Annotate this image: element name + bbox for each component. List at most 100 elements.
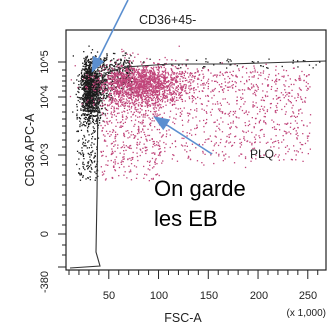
pink-data-point	[114, 98, 116, 100]
pink-data-point	[148, 77, 150, 79]
black-data-point	[96, 106, 98, 108]
pink-data-point	[114, 95, 116, 97]
black-data-point	[105, 97, 107, 100]
black-data-point	[97, 124, 100, 126]
pink-data-point	[204, 141, 206, 143]
pink-data-point	[298, 109, 300, 111]
black-data-point	[92, 121, 94, 124]
pink-data-point	[253, 105, 256, 107]
pink-data-point	[114, 159, 116, 161]
pink-data-point	[207, 83, 210, 85]
pink-data-point	[174, 78, 176, 80]
black-data-point	[111, 59, 113, 61]
black-data-point	[93, 156, 96, 158]
pink-data-point	[128, 105, 130, 107]
black-data-point	[84, 125, 86, 127]
pink-data-point	[139, 85, 142, 87]
black-data-point	[106, 80, 108, 82]
black-data-point	[103, 96, 105, 99]
pink-data-point	[177, 76, 179, 78]
pink-data-point	[103, 170, 106, 172]
pink-data-point	[119, 85, 121, 87]
black-data-point	[98, 110, 100, 112]
pink-data-point	[154, 77, 156, 79]
pink-data-point	[218, 155, 220, 157]
black-data-point	[90, 167, 92, 169]
pink-data-point	[135, 78, 138, 80]
pink-data-point	[142, 81, 145, 83]
black-data-point	[88, 140, 90, 142]
pink-data-point	[275, 105, 277, 107]
pink-data-point	[104, 179, 107, 181]
black-data-point	[76, 118, 78, 120]
pink-data-point	[151, 77, 154, 79]
pink-data-point	[179, 78, 181, 80]
pink-data-point	[232, 122, 234, 124]
pink-data-point	[112, 166, 115, 168]
pink-data-point	[191, 79, 193, 81]
pink-data-point	[190, 88, 192, 90]
pink-data-point	[176, 75, 179, 77]
pink-data-point	[116, 100, 118, 102]
pink-data-point	[189, 91, 191, 94]
black-data-point	[205, 61, 207, 63]
black-data-point	[89, 98, 91, 100]
pink-data-point	[120, 121, 122, 123]
pink-data-point	[113, 81, 115, 83]
black-data-point	[95, 99, 97, 101]
pink-data-point	[156, 128, 158, 131]
pink-data-point	[121, 94, 123, 97]
black-data-point	[91, 61, 93, 64]
pink-data-point	[257, 77, 259, 80]
pink-data-point	[121, 160, 123, 162]
pink-data-point	[293, 83, 295, 86]
pink-data-point	[206, 112, 208, 114]
y-tick-label-1e3: 10^3	[39, 143, 51, 167]
pink-data-point	[185, 86, 187, 88]
black-data-point	[84, 60, 86, 62]
black-data-point	[118, 70, 120, 72]
pink-data-point	[242, 65, 244, 68]
black-data-point	[94, 108, 96, 110]
pink-data-point	[153, 77, 155, 79]
black-data-point	[94, 98, 96, 100]
pink-data-point	[135, 115, 137, 117]
pink-data-point	[275, 65, 277, 68]
pink-data-point	[228, 81, 231, 83]
pink-data-point	[308, 74, 310, 76]
pink-data-point	[159, 132, 161, 134]
black-data-point	[87, 168, 89, 170]
pink-data-point	[132, 60, 134, 62]
black-data-point	[87, 100, 89, 102]
pink-data-point	[148, 134, 151, 137]
pink-data-point	[144, 79, 147, 81]
pink-data-point	[193, 92, 195, 94]
pink-data-point	[141, 87, 143, 89]
pink-data-point	[256, 106, 258, 108]
black-data-point	[108, 67, 111, 70]
pink-data-point	[172, 92, 174, 94]
black-data-point	[82, 102, 84, 104]
black-data-point	[95, 78, 97, 80]
black-data-point	[98, 95, 100, 97]
pink-data-point	[295, 100, 297, 102]
pink-data-point	[157, 122, 160, 124]
black-data-point	[78, 172, 80, 174]
pink-data-point	[138, 72, 140, 74]
pink-data-point	[162, 99, 164, 101]
pink-data-point	[125, 145, 127, 147]
pink-data-point	[125, 81, 127, 83]
pink-data-point	[217, 144, 220, 147]
pink-data-point	[134, 119, 137, 121]
pink-data-point	[96, 82, 98, 84]
black-data-point	[87, 72, 89, 74]
pink-data-point	[103, 104, 106, 106]
pink-data-point	[228, 142, 230, 144]
pink-data-point	[123, 156, 125, 158]
pink-data-point	[108, 120, 110, 123]
pink-data-point	[171, 96, 173, 98]
pink-data-point	[124, 79, 126, 81]
pink-data-point	[244, 157, 247, 160]
black-data-point	[78, 158, 80, 160]
pink-data-point	[101, 155, 103, 157]
